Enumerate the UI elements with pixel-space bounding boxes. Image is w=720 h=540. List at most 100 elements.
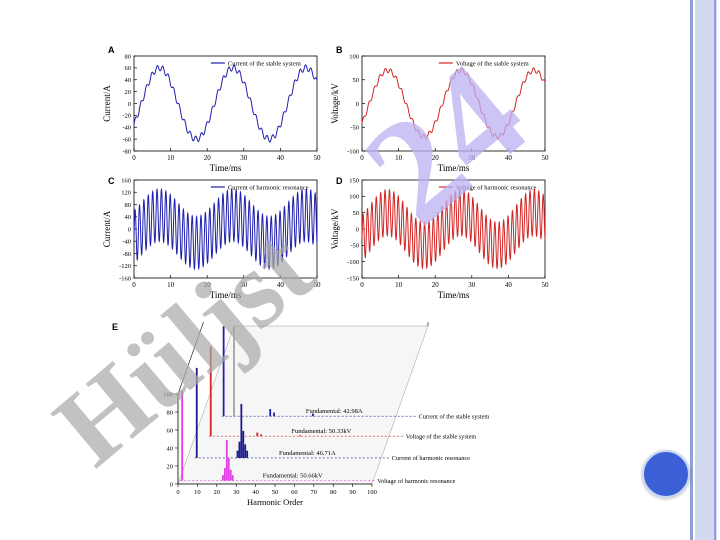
y-tick-label: 40 — [125, 77, 132, 84]
x-tick-label: 0 — [132, 154, 136, 162]
y-tick-label: 160 — [121, 177, 131, 184]
y-tick-label: 80 — [167, 409, 174, 416]
rail-stripe — [690, 0, 693, 540]
x-axis-label: Harmonic Order — [247, 497, 303, 507]
x-tick-label: 20 — [432, 154, 440, 162]
x-tick-label: 10 — [167, 154, 175, 162]
y-tick-label: 100 — [349, 194, 359, 201]
x-tick-label: 100 — [367, 489, 377, 496]
y-tick-label: -100 — [347, 259, 359, 266]
y-tick-label: -40 — [122, 239, 131, 246]
legend-label: Voltage of harmonic resonance — [456, 184, 537, 191]
x-tick-label: 0 — [132, 281, 136, 289]
chart-voltage-harmonic: 0 10 20 30 40 50 -150 -100 -50 0 50 100 150 Time/ms Vo… — [330, 177, 549, 300]
x-axis-label: Time/ms — [210, 163, 242, 173]
series-label: Voltage of harmonic resonance — [377, 478, 455, 485]
y-tick-label: -50 — [350, 125, 359, 132]
x-tick-label: 40 — [277, 281, 285, 289]
chart-current-stable: 0 10 20 30 40 50 -80 -60 -40 -20 0 20 40 60 80 Time/ms C… — [102, 53, 322, 173]
panel-letter-b: B — [336, 45, 343, 55]
series-line — [133, 64, 318, 143]
y-tick-label: -20 — [122, 113, 131, 120]
legend-label: Current of harmonic resonance — [228, 184, 309, 191]
y-tick-label: 0 — [128, 101, 131, 108]
y-tick-label: 40 — [167, 445, 174, 452]
x-axis-label: Time/ms — [438, 290, 470, 300]
y-tick-label: 0 — [170, 481, 173, 488]
y-tick-label: 80 — [125, 53, 132, 60]
x-tick-label: 20 — [214, 489, 221, 496]
x-tick-label: 0 — [360, 281, 364, 289]
x-tick-label: 20 — [204, 154, 212, 162]
x-tick-label: 50 — [314, 281, 322, 289]
y-tick-label: -150 — [347, 275, 359, 282]
x-tick-label: 20 — [432, 281, 440, 289]
x-tick-label: 10 — [395, 154, 403, 162]
x-tick-label: 40 — [505, 281, 513, 289]
plot-frame — [133, 55, 318, 152]
y-tick-label: 0 — [128, 226, 131, 233]
y-tick-label: -80 — [122, 251, 131, 258]
chart-harmonic-spectrum: 0 10 20 30 40 50 60 70 80 90 100 0 20 40 60 80 100 Harmon… — [163, 322, 490, 507]
y-tick-label: 60 — [125, 65, 132, 72]
panel-letter-a: A — [108, 45, 115, 55]
y-tick-label: -40 — [122, 125, 131, 132]
x-tick-label: 30 — [240, 281, 248, 289]
series-label: Current of the stable system — [419, 414, 490, 421]
y-tick-label: 0 — [356, 226, 359, 233]
x-tick-label: 10 — [167, 281, 175, 289]
fundamental-label: Fundamental: 42.98A — [306, 408, 363, 415]
x-tick-label: 40 — [277, 154, 285, 162]
x-tick-label: 90 — [349, 489, 356, 496]
y-tick-label: -80 — [122, 148, 131, 155]
y-tick-label: 0 — [356, 101, 359, 108]
x-tick-label: 50 — [314, 154, 322, 162]
y-tick-label: 20 — [167, 463, 174, 470]
y-tick-label: 80 — [125, 202, 132, 209]
series-label: Current of harmonic resonance — [392, 455, 470, 462]
x-tick-label: 30 — [468, 281, 476, 289]
y-tick-label: -100 — [347, 148, 359, 155]
panel-letter-e: E — [112, 322, 119, 332]
x-tick-label: 20 — [204, 281, 212, 289]
y-tick-label: -120 — [119, 263, 131, 270]
series-line — [361, 188, 546, 270]
y-tick-label: 40 — [125, 214, 132, 221]
x-tick-label: 10 — [395, 281, 403, 289]
series-line — [361, 67, 546, 140]
y-tick-label: 150 — [349, 177, 359, 184]
x-tick-label: 0 — [360, 154, 364, 162]
x-tick-label: 30 — [233, 489, 240, 496]
y-tick-label: 50 — [353, 210, 360, 217]
y-tick-label: -50 — [350, 243, 359, 250]
x-tick-label: 50 — [272, 489, 279, 496]
floor-plane — [177, 325, 429, 485]
slide-right-rail — [688, 0, 720, 540]
nav-circle-button[interactable] — [642, 450, 690, 498]
y-tick-label: 20 — [125, 89, 132, 96]
x-axis-label: Time/ms — [210, 290, 242, 300]
panel-letter-c: C — [108, 176, 115, 186]
x-tick-label: 40 — [505, 154, 513, 162]
x-tick-label: 80 — [330, 489, 337, 496]
rail-stripe — [714, 0, 716, 540]
y-axis-label: Current/A — [102, 85, 112, 122]
y-tick-label: -160 — [119, 275, 131, 282]
y-tick-label: 120 — [121, 190, 131, 197]
y-tick-label: -60 — [122, 136, 131, 143]
fundamental-label: Fundamental: 46.71A — [279, 450, 336, 457]
back-frame — [177, 322, 204, 395]
panel-letter-d: D — [336, 176, 343, 186]
x-tick-label: 10 — [194, 489, 201, 496]
x-tick-label: 40 — [252, 489, 259, 496]
x-axis-label: Time/ms — [438, 163, 470, 173]
y-axis-label: Voltage/kV — [330, 208, 340, 249]
x-tick-label: 30 — [468, 154, 476, 162]
fundamental-label: Fundamental: 50.33kV — [291, 428, 351, 435]
series-label: Voltage of the stable system — [406, 434, 477, 441]
y-axis-label: Voltage/kV — [330, 83, 340, 124]
fundamental-label: Fundamental: 50.66kV — [263, 473, 323, 480]
y-tick-label: 60 — [167, 427, 174, 434]
y-axis-label: Current/A — [102, 210, 112, 247]
chart-current-harmonic: 0 10 20 30 40 50 -160 -120 -80 -40 0 40 80 120 160 Time… — [102, 177, 322, 300]
